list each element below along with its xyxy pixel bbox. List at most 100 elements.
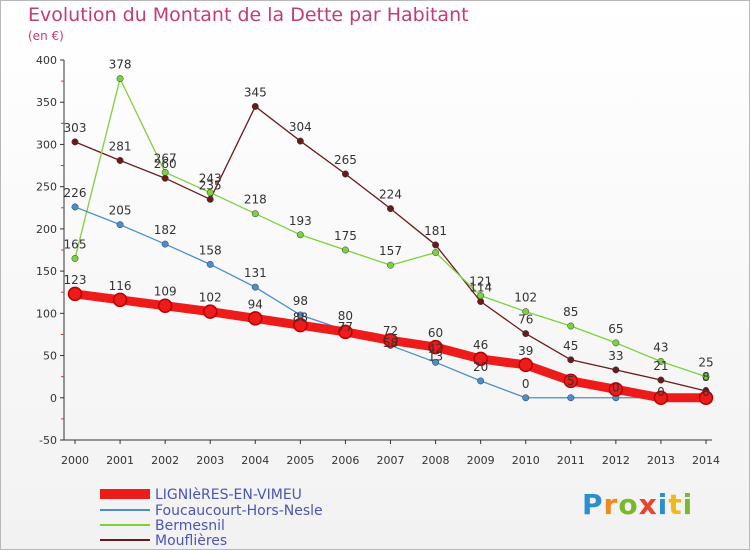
y-tick-label: 250 xyxy=(36,181,57,194)
series-point xyxy=(157,298,173,313)
data-label: 0 xyxy=(522,377,530,391)
data-label: 76 xyxy=(518,313,533,327)
data-label: 114 xyxy=(469,281,492,295)
legend-label: Foucaucourt-Hors-Nesle xyxy=(155,503,323,519)
series-point xyxy=(71,138,79,146)
series-point xyxy=(522,394,530,402)
series-point xyxy=(116,157,124,164)
data-label: 218 xyxy=(244,193,267,207)
series-point xyxy=(657,358,665,365)
series-point xyxy=(522,308,530,316)
series-point xyxy=(698,390,714,406)
data-label: 72 xyxy=(383,324,398,338)
series-point xyxy=(432,249,440,256)
data-label: 131 xyxy=(244,266,267,280)
series-point xyxy=(161,240,169,248)
proxiti-logo: Proxiti xyxy=(582,488,694,521)
x-tick-label: 2012 xyxy=(602,454,630,467)
data-label: 65 xyxy=(608,322,623,336)
series-point xyxy=(702,373,710,381)
data-label: 43 xyxy=(653,340,668,354)
data-label: 102 xyxy=(199,291,222,305)
y-tick-label: 400 xyxy=(36,54,57,67)
legend: LIGNIèRES-EN-VIMEUFoucaucourt-Hors-Nesle… xyxy=(100,487,323,549)
series-point xyxy=(251,210,259,218)
x-tick-label: 2000 xyxy=(61,454,89,467)
data-label: 123 xyxy=(64,273,87,287)
series-point xyxy=(387,261,394,269)
data-label: 88 xyxy=(293,310,308,324)
series-point xyxy=(341,170,349,178)
x-tick-label: 2001 xyxy=(106,454,134,467)
y-tick-label: 350 xyxy=(36,96,57,109)
data-label: 158 xyxy=(199,243,222,257)
series-point xyxy=(293,317,308,333)
series-point xyxy=(612,339,620,347)
data-label: 267 xyxy=(154,151,177,165)
data-label: 8 xyxy=(702,370,710,384)
data-label: 205 xyxy=(109,204,132,218)
series-point xyxy=(387,205,394,213)
data-label: 94 xyxy=(248,297,263,311)
data-label: 157 xyxy=(379,244,402,258)
data-label: 193 xyxy=(289,214,312,228)
series-point xyxy=(477,292,485,300)
series-point xyxy=(428,339,443,355)
data-label: 0 xyxy=(612,381,620,395)
series-point xyxy=(383,333,398,348)
data-label: 60 xyxy=(428,326,443,340)
data-label: 77 xyxy=(338,320,353,334)
x-tick-label: 2011 xyxy=(557,454,585,467)
data-label: 304 xyxy=(289,120,312,134)
series-point xyxy=(112,292,128,308)
y-tick-label: 300 xyxy=(36,138,57,151)
y-tick-label: 150 xyxy=(36,265,57,278)
series-point xyxy=(206,195,214,203)
series-point xyxy=(473,351,488,367)
data-label: 116 xyxy=(109,279,132,293)
series-layer xyxy=(67,75,714,406)
data-label: 25 xyxy=(698,356,713,370)
x-tick-label: 2010 xyxy=(512,454,540,467)
x-tick-label: 2004 xyxy=(241,454,269,467)
series-point xyxy=(67,286,83,302)
series-point xyxy=(71,254,79,262)
data-label: 165 xyxy=(64,237,87,251)
series-point xyxy=(206,260,214,268)
data-label: 45 xyxy=(563,339,578,353)
data-label: 13 xyxy=(428,349,443,363)
data-label: 20 xyxy=(473,360,488,374)
data-label: 109 xyxy=(154,285,177,299)
data-label: 224 xyxy=(379,188,402,202)
series-point xyxy=(608,382,624,397)
data-label: 378 xyxy=(109,58,132,72)
series-point xyxy=(567,356,575,364)
data-label: 281 xyxy=(109,139,132,153)
series-point xyxy=(567,322,575,330)
series-point xyxy=(116,221,124,229)
data-label: 98 xyxy=(293,294,308,308)
series-point xyxy=(657,376,665,384)
x-tick-label: 2014 xyxy=(692,454,720,467)
series-point xyxy=(612,366,620,374)
y-tick-label: 100 xyxy=(36,307,57,320)
series-point xyxy=(341,246,349,254)
data-label: 58 xyxy=(383,336,398,350)
data-label: 175 xyxy=(334,229,357,243)
y-tick-label: 50 xyxy=(43,350,57,363)
data-label: 0 xyxy=(702,385,710,399)
series-point xyxy=(432,241,440,249)
data-label: 235 xyxy=(199,178,222,192)
series-point xyxy=(251,283,259,291)
data-labels: 3032812602353453042652241811147645332181… xyxy=(64,58,714,399)
series-point xyxy=(202,304,218,319)
data-label: 0 xyxy=(657,385,665,399)
data-label: 46 xyxy=(473,338,488,352)
chart-title: Evolution du Montant de la Dette par Hab… xyxy=(28,4,469,26)
series-point xyxy=(251,102,259,110)
data-label: 182 xyxy=(154,223,177,237)
data-label: 33 xyxy=(608,349,623,363)
legend-label: Mouflières xyxy=(155,533,227,549)
series-point xyxy=(296,231,304,239)
